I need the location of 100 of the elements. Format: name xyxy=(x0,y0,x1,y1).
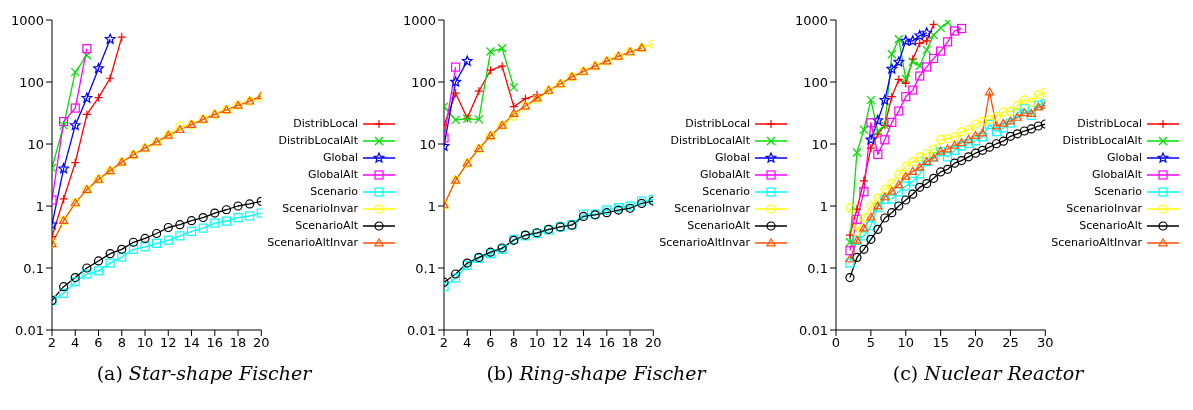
point xyxy=(963,125,974,135)
point xyxy=(58,163,69,174)
legend-label: ScenarioAltInvar xyxy=(659,236,750,249)
point xyxy=(887,194,897,204)
point xyxy=(245,199,255,209)
point xyxy=(956,155,967,166)
point xyxy=(198,213,208,223)
point xyxy=(936,134,946,145)
point xyxy=(894,170,904,180)
point xyxy=(936,46,946,56)
legend-label: DistribLocal xyxy=(1077,117,1142,130)
point xyxy=(921,27,933,38)
y-tick-label: 100 xyxy=(803,74,828,90)
point xyxy=(963,134,974,143)
text: (a) Star-shape Fischer xyxy=(95,362,313,384)
x-tick-label: 10 xyxy=(897,335,915,351)
point xyxy=(901,162,911,172)
point xyxy=(977,132,988,142)
point xyxy=(451,273,461,283)
legend-label: DistribLocalAlt xyxy=(670,134,750,147)
point xyxy=(915,152,925,162)
point xyxy=(873,193,883,203)
x-tick-label: 6 xyxy=(486,335,495,351)
point xyxy=(451,269,461,279)
point xyxy=(175,220,185,230)
x-tick-label: 30 xyxy=(1037,335,1054,351)
point xyxy=(977,116,988,127)
point xyxy=(70,277,80,287)
point xyxy=(887,178,897,189)
point xyxy=(175,125,185,134)
x-tick-label: 10 xyxy=(528,335,546,351)
point xyxy=(977,128,988,137)
point xyxy=(105,249,115,259)
point xyxy=(894,180,904,189)
y-tick-label: 1000 xyxy=(794,12,828,28)
x-tick-label: 20 xyxy=(645,335,662,351)
x-tick-label: 0 xyxy=(831,335,841,351)
point xyxy=(922,62,932,72)
point xyxy=(186,216,197,226)
x-tick-label: 25 xyxy=(1002,335,1019,351)
point xyxy=(908,189,918,199)
point xyxy=(152,228,162,239)
point xyxy=(907,35,919,46)
point xyxy=(198,223,208,233)
x-tick-label: 18 xyxy=(621,335,639,351)
legend-label: ScenarioAltInvar xyxy=(267,236,358,249)
x-tick-label: 6 xyxy=(94,335,103,351)
point xyxy=(998,136,1009,146)
point xyxy=(128,244,138,254)
point xyxy=(873,224,883,234)
legend-label: ScenarioInvar xyxy=(674,202,750,215)
y-tick-label: 1 xyxy=(427,198,436,214)
point xyxy=(943,164,953,174)
point xyxy=(943,134,953,144)
point xyxy=(210,208,220,218)
point xyxy=(908,85,918,95)
x-tick-label: 2 xyxy=(47,335,57,351)
point xyxy=(929,173,939,183)
point xyxy=(970,119,981,129)
y-tick-label: 1000 xyxy=(402,12,436,28)
point xyxy=(984,119,995,130)
point xyxy=(963,152,974,162)
y-tick-label: 10 xyxy=(419,136,436,152)
legend-label: DistribLocal xyxy=(685,117,750,130)
point xyxy=(887,117,897,128)
point xyxy=(915,71,925,81)
point xyxy=(956,127,967,137)
point xyxy=(210,218,220,228)
x-tick-label: 12 xyxy=(160,335,177,351)
legend-label: GlobalAlt xyxy=(308,168,358,181)
point xyxy=(984,142,995,152)
point xyxy=(887,186,897,195)
x-tick-label: 14 xyxy=(183,335,200,351)
x-tick-label: 8 xyxy=(509,335,518,351)
y-tick-label: 0.01 xyxy=(407,322,436,338)
point xyxy=(140,233,150,244)
point xyxy=(233,213,243,223)
text: (b) Ring-shape Fischer xyxy=(485,362,708,384)
legend-label: ScenarioAlt xyxy=(687,219,750,232)
point xyxy=(69,119,81,130)
point xyxy=(82,269,92,279)
point xyxy=(1012,108,1022,118)
legend-label: Scenario xyxy=(1094,185,1142,198)
point xyxy=(59,288,69,298)
point xyxy=(82,263,92,273)
point xyxy=(880,135,890,145)
point xyxy=(104,33,116,44)
point xyxy=(852,214,862,224)
point xyxy=(117,244,127,254)
point xyxy=(845,203,855,213)
point xyxy=(845,246,855,256)
y-tick-label: 10 xyxy=(27,136,44,152)
y-tick-label: 1000 xyxy=(10,12,44,28)
legend-label: DistribLocalAlt xyxy=(278,134,358,147)
text: (c) Nuclear Reactor xyxy=(891,362,1085,384)
point xyxy=(977,145,988,155)
point xyxy=(943,37,953,47)
point xyxy=(859,244,869,254)
y-tick-label: 100 xyxy=(411,74,436,90)
point xyxy=(59,282,69,292)
